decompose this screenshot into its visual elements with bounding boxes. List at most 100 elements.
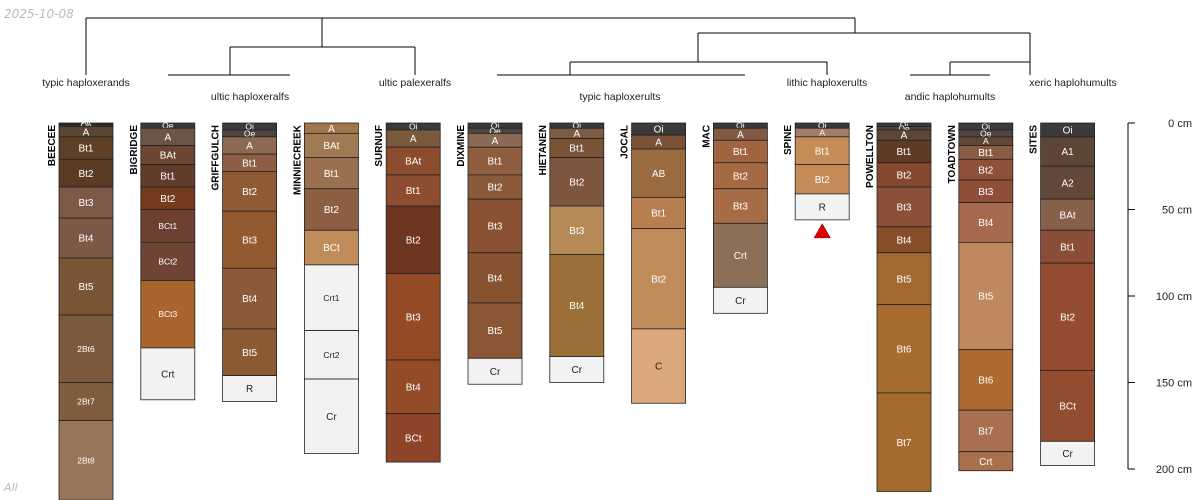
horizon-label: Bt5 xyxy=(242,348,257,359)
profile-jocal: Oi A AB Bt1 Bt2 C JOCAL xyxy=(620,122,686,404)
horizon-a1 xyxy=(1040,136,1095,167)
horizon-label: Bt5 xyxy=(78,282,93,293)
horizon-label: A xyxy=(737,130,744,141)
horizon-crt xyxy=(713,222,768,288)
horizon-label: A xyxy=(901,131,908,142)
horizon-cr xyxy=(713,286,768,314)
horizon-label: Bt2 xyxy=(1060,312,1075,323)
horizon-label: Bt2 xyxy=(896,171,911,182)
horizon-label: Oi xyxy=(982,122,991,132)
horizon-label: Oi xyxy=(736,121,745,131)
horizon-label: A xyxy=(573,129,580,140)
horizon-bt2 xyxy=(467,174,523,200)
profile-minniecreek: A BAt Bt1 Bt2 BCt Crt1 Crt2 Cr MINNIECREEK xyxy=(292,122,359,454)
horizon-label: C xyxy=(655,362,662,373)
horizon-label: R xyxy=(246,384,253,395)
depth-tick-label: 200 cm xyxy=(1156,464,1192,476)
horizon-crt1 xyxy=(303,264,359,331)
horizon-label: Oe xyxy=(898,123,910,133)
horizon-label: Bt3 xyxy=(487,222,502,233)
corner-label: All xyxy=(4,481,18,494)
dendrogram xyxy=(85,17,1031,76)
horizon-bt7 xyxy=(876,392,932,492)
horizon-bt3 xyxy=(222,210,278,269)
profile-name: HIETANEN xyxy=(538,125,549,175)
horizon-label: Bt6 xyxy=(978,376,993,387)
horizon-label: Crt1 xyxy=(323,293,339,303)
horizon-label: Cr xyxy=(326,412,337,423)
horizon-bt2 xyxy=(549,157,605,207)
profile-name: GRIFFGULCH xyxy=(211,125,222,191)
horizon-label: Bt5 xyxy=(896,274,911,285)
horizon-label: Bt1 xyxy=(651,209,666,220)
horizon-label: Bt6 xyxy=(896,344,911,355)
horizon-label: Oi xyxy=(818,121,827,131)
horizon-cr xyxy=(303,378,359,454)
horizon-bt6 xyxy=(958,349,1014,411)
horizon-bt3 xyxy=(713,188,768,224)
horizon-label: BCt xyxy=(405,433,422,444)
horizon-label: 2Bt7 xyxy=(77,397,95,407)
horizon-crt2 xyxy=(303,330,359,380)
profile-name: MINNIECREEK xyxy=(292,124,303,195)
horizon-label: Bt3 xyxy=(569,226,584,237)
horizon-crt xyxy=(958,451,1014,472)
horizon-bat xyxy=(303,132,359,159)
horizon-label: Bt3 xyxy=(733,202,748,213)
horizon-label: BCt1 xyxy=(158,221,177,231)
horizon-bct2 xyxy=(140,241,196,281)
horizon-bat xyxy=(385,146,441,176)
horizon-label: Bt5 xyxy=(978,292,993,303)
horizon-c xyxy=(631,328,686,404)
horizon-bt5 xyxy=(58,257,114,316)
horizon-cr xyxy=(467,357,523,385)
profile-name: BEECEE xyxy=(47,125,58,166)
horizon-bt2 xyxy=(58,158,114,188)
horizon-bt4 xyxy=(876,226,932,254)
profile-mac: OiA Bt1 Bt2 Bt3 Crt Cr MAC xyxy=(701,121,768,314)
horizon-label: Bt1 xyxy=(1060,242,1075,253)
profile-bigridge: OeA BAt Bt1 Bt2 BCt1 BCt2 BCt3 Crt BIGRIDGE xyxy=(129,121,196,401)
horizon-label: Bt2 xyxy=(487,183,502,194)
horizon-label: Bt4 xyxy=(242,294,257,305)
horizon-label: Bt2 xyxy=(242,187,257,198)
bedrock-marker xyxy=(813,223,831,239)
horizon-bt2 xyxy=(222,171,278,212)
horizon-bt4 xyxy=(958,202,1014,243)
horizon-label: Oe xyxy=(80,121,92,131)
horizon-label: A xyxy=(83,127,90,138)
horizon-label: Cr xyxy=(735,296,746,307)
horizon-label: Bt2 xyxy=(406,235,421,246)
date-stamp: 2025-10-08 xyxy=(4,7,74,21)
horizon-label: 2Bt6 xyxy=(77,344,95,354)
horizon-label: A xyxy=(246,141,253,152)
horizon-label: A xyxy=(655,138,662,149)
horizon-label: Oi xyxy=(409,122,418,132)
horizon-label: Oi xyxy=(245,122,254,132)
horizon-bt7 xyxy=(958,409,1014,453)
horizon-label: Bt3 xyxy=(896,203,911,214)
horizon-bt3 xyxy=(549,205,605,255)
horizon-label: A xyxy=(492,136,499,147)
horizon-label: Bt4 xyxy=(569,301,584,312)
horizon-label: A xyxy=(410,134,417,145)
horizon-bt2 xyxy=(303,188,359,231)
horizon-label: Bt2 xyxy=(651,274,666,285)
horizon-bt5 xyxy=(222,328,278,376)
profile-name: POWELLTON xyxy=(865,125,876,188)
horizon-label: Bt1 xyxy=(896,147,911,158)
horizon-bct xyxy=(303,229,359,266)
horizon-label: Oi xyxy=(1063,126,1073,137)
horizon-bt2 xyxy=(631,228,686,330)
horizon-label: A2 xyxy=(1061,178,1074,189)
group-label: typic haploxerands xyxy=(42,77,130,89)
profile-name: JOCAL xyxy=(620,125,631,159)
horizon-bt2 xyxy=(385,205,441,274)
horizon-bt4 xyxy=(549,254,605,357)
horizon-label: BCt2 xyxy=(158,256,177,266)
horizon-label: Oe xyxy=(980,128,992,138)
horizon-label: Bt4 xyxy=(978,218,993,229)
horizon-label: BAt xyxy=(323,141,339,152)
